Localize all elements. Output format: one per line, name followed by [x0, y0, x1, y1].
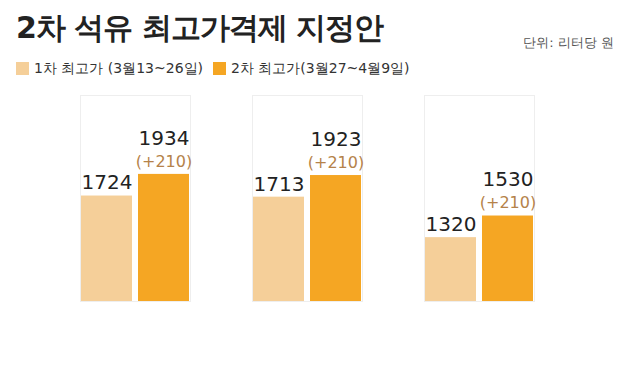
svg-text:1713: 1713 [254, 172, 305, 196]
svg-text:(+210): (+210) [480, 193, 536, 212]
html-text:단위: 리터당 원: 단위: 리터당 원 [523, 35, 614, 50]
html-text:1차 최고가 (3월13~26일): 1차 최고가 (3월13~26일) [34, 59, 203, 76]
svg-text:1934: 1934 [139, 126, 190, 150]
html-text:2차 석유 최고가격제 지정안: 2차 석유 최고가격제 지정안 [16, 10, 384, 45]
svg-text:(+210): (+210) [308, 153, 364, 172]
svg-text:1530: 1530 [483, 167, 534, 191]
svg-text:1724: 1724 [82, 170, 133, 194]
html-text:2차 최고가(3월27~4월9일): 2차 최고가(3월27~4월9일) [231, 59, 410, 76]
svg-text:1320: 1320 [426, 212, 477, 236]
svg-text:(+210): (+210) [136, 152, 192, 171]
svg-text:1923: 1923 [311, 127, 362, 151]
